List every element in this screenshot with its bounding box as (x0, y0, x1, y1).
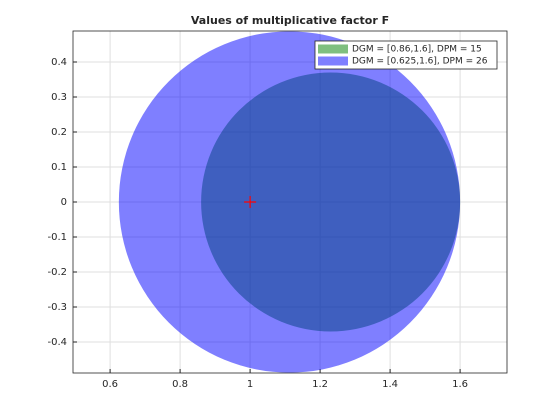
axes-box (72, 30, 508, 374)
x-tick-label: 1.6 (452, 379, 468, 390)
legend-swatch (318, 44, 348, 54)
y-tick-label: -0.4 (47, 337, 67, 348)
legend-label: DGM = [0.86,1.6], DPM = 15 (352, 45, 482, 55)
y-tick-label: 0.3 (51, 92, 67, 103)
x-tick-label: 1 (247, 379, 253, 390)
legend-label: DGM = [0.625,1.6], DPM = 26 (352, 57, 488, 67)
y-tick-label: -0.2 (47, 267, 67, 278)
y-tick-label: 0.1 (51, 162, 67, 173)
y-tick-label: 0 (61, 197, 67, 208)
chart-title: Values of multiplicative factor F (191, 14, 389, 27)
x-tick-label: 1.2 (312, 379, 328, 390)
y-tick-label: 0.4 (51, 57, 67, 68)
y-tick-label: 0.2 (51, 127, 67, 138)
y-tick-label: -0.1 (47, 232, 67, 243)
y-tick-label: -0.3 (47, 302, 67, 313)
x-tick-label: 0.8 (172, 379, 188, 390)
marker (244, 196, 257, 208)
circle-patch (118, 31, 461, 373)
x-tick-label: 0.6 (102, 379, 118, 390)
x-tick-label: 1.4 (382, 379, 398, 390)
legend-swatch (318, 56, 348, 66)
